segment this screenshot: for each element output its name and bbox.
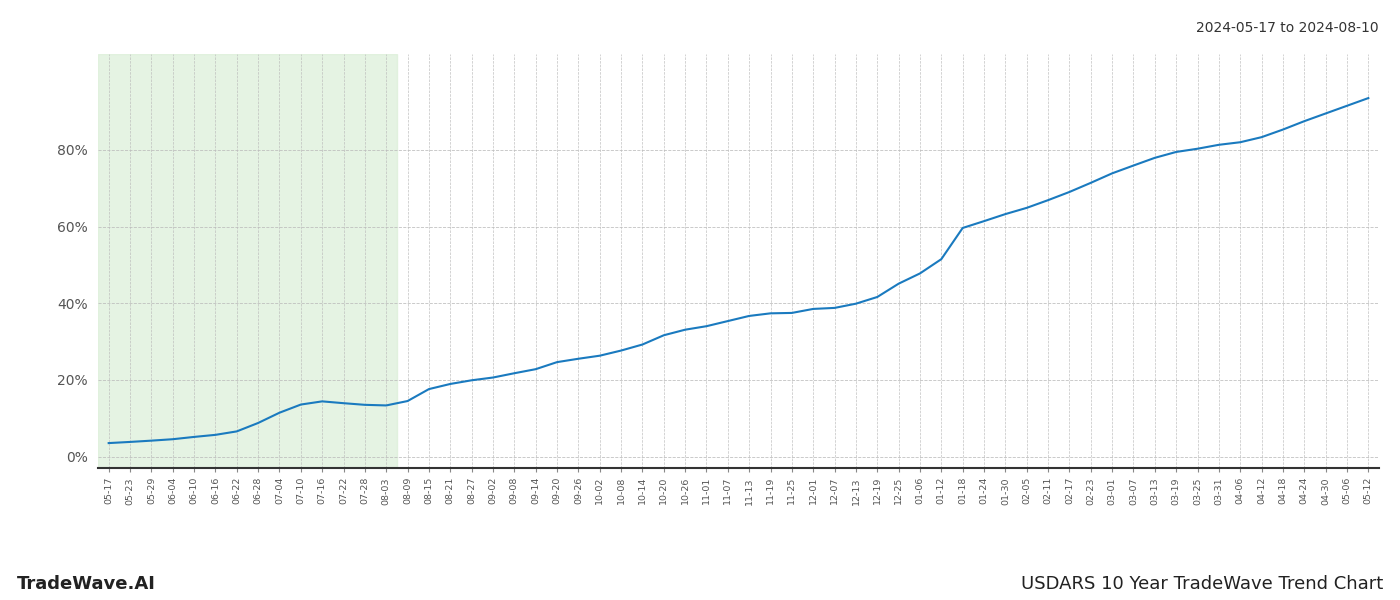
- Text: 2024-05-17 to 2024-08-10: 2024-05-17 to 2024-08-10: [1197, 21, 1379, 35]
- Bar: [98, 54, 398, 468]
- Text: USDARS 10 Year TradeWave Trend Chart: USDARS 10 Year TradeWave Trend Chart: [1021, 575, 1383, 593]
- Text: TradeWave.AI: TradeWave.AI: [17, 575, 155, 593]
